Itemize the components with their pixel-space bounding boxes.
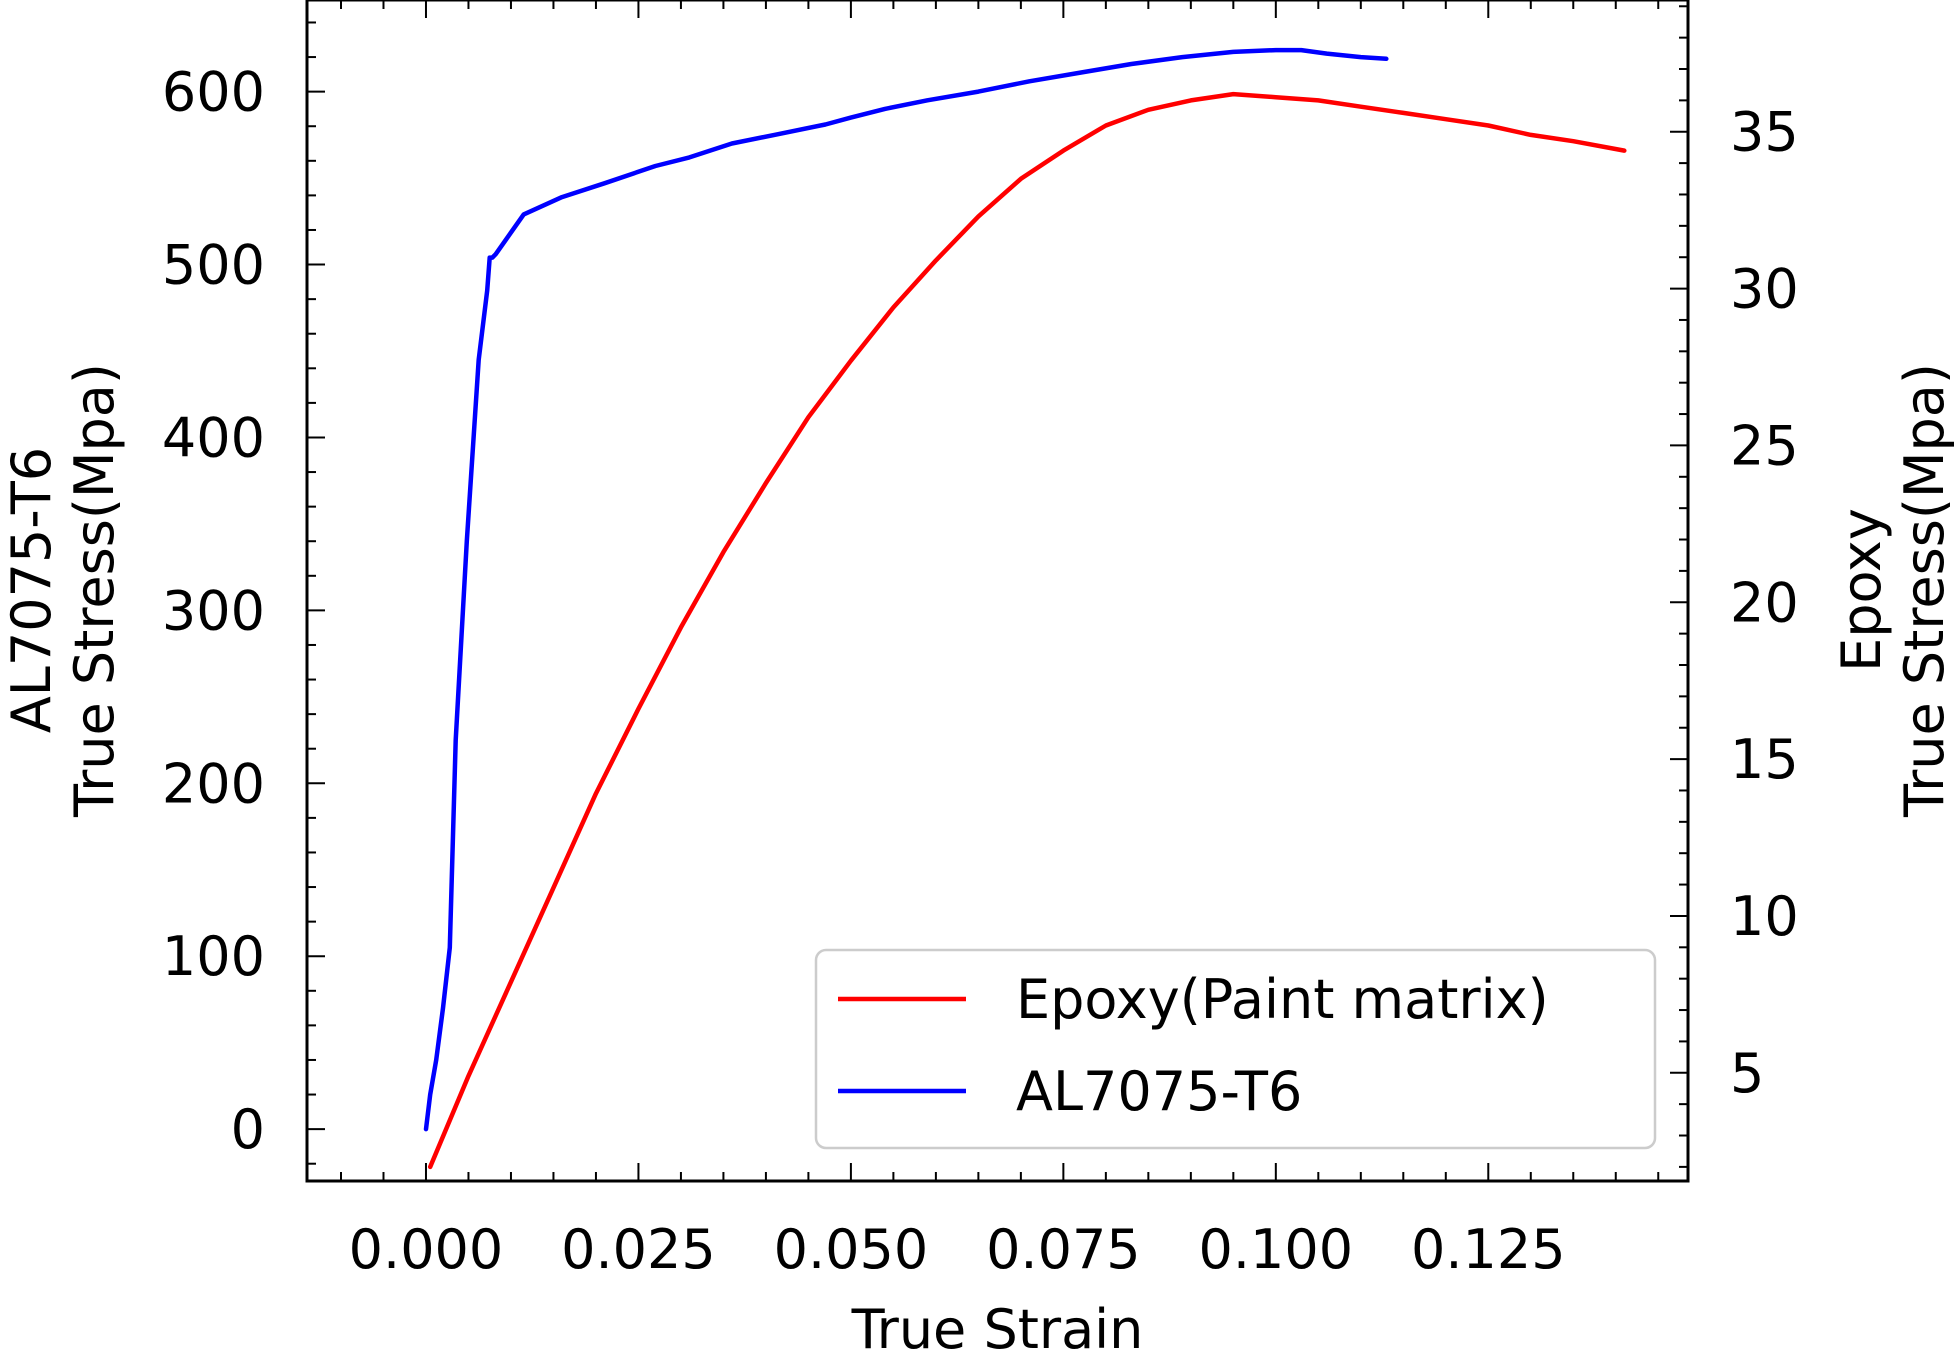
y-right-tick-label: 5 [1730,1042,1764,1105]
y-right-title-line: True Stress(Mpa) [1893,363,1954,818]
x-tick-label: 0.050 [774,1218,929,1281]
legend-label-epoxy: Epoxy(Paint matrix) [1016,968,1549,1031]
plot-area [305,0,1690,1183]
y-left-tick-label: 0 [231,1098,265,1161]
y-left-tick-label: 500 [162,234,265,297]
y-left-axis-title: AL7075-T6 True Stress(Mpa) [0,363,126,818]
x-tick-label: 0.000 [349,1218,504,1281]
y-right-axis-title: Epoxy True Stress(Mpa) [1830,363,1954,818]
y-right-tick-label: 25 [1730,414,1799,477]
legend-box [814,948,1657,1150]
y-right-tick-label: 20 [1730,571,1799,634]
x-tick-label: 0.125 [1411,1218,1566,1281]
x-axis-title: True Strain [851,1298,1144,1360]
y-left-title-line: AL7075-T6 [0,447,63,733]
y-right-title-line: Epoxy [1830,508,1893,672]
y-right-tick-label: 30 [1730,258,1799,321]
data-series [423,47,1627,1170]
y-left-tick-label: 100 [162,925,265,988]
y-right-tick-label: 10 [1730,885,1799,948]
legend-label-al7075: AL7075-T6 [1016,1060,1302,1123]
series-line-al7075 [423,47,1389,1132]
plot-frame [305,0,1690,1183]
y-left-tick-label: 600 [162,61,265,124]
y-right-tick-label: 15 [1730,728,1799,791]
x-tick-label: 0.100 [1199,1218,1354,1281]
y-left-tick-label: 200 [162,752,265,815]
y-left-title-line: True Stress(Mpa) [63,363,126,818]
y-left-tick-label: 400 [162,406,265,469]
y-left-tick-label: 300 [162,579,265,642]
tick-labels: 0.000 0.025 0.050 0.075 0.100 0.125 0 100 200 300… [162,61,1799,1281]
y-right-tick-label: 35 [1730,101,1799,164]
series-line-epoxy [427,91,1627,1170]
axis-ticks [307,0,1688,1181]
legend: Epoxy(Paint matrix) AL7075-T6 [814,948,1657,1150]
x-tick-label: 0.075 [986,1218,1141,1281]
x-tick-label: 0.025 [561,1218,716,1281]
